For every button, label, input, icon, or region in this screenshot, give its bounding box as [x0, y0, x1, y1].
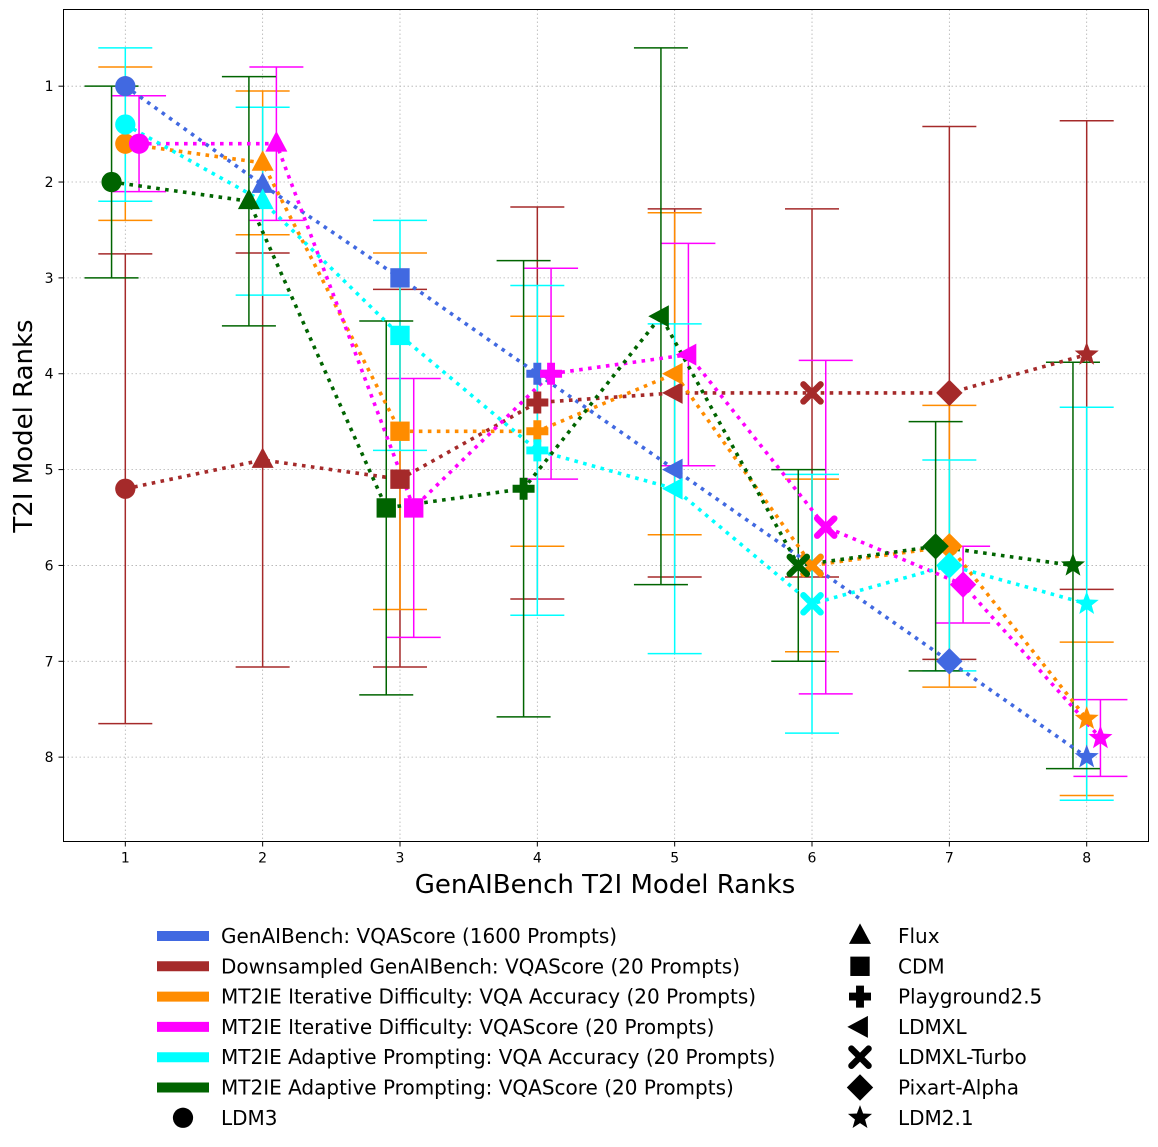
- y-tick-label: 8: [45, 750, 54, 766]
- plot-frame: [63, 9, 1149, 842]
- point-5-flux: [237, 188, 260, 210]
- legend-label: CDM: [898, 954, 945, 978]
- legend-label: MT2IE Adaptive Prompting: VQAScore (20 P…: [221, 1076, 734, 1100]
- axis-ticks: 1 2 3 4 5 6 7 8 1 2 3 4 5 6 7 8: [45, 79, 1092, 866]
- y-axis-label: T2I Model Ranks: [9, 319, 39, 533]
- point-0-ldm2.1: [1074, 744, 1099, 768]
- point-1-flux: [251, 447, 274, 468]
- point-3-ldmxl-turbo: [813, 515, 838, 539]
- point-2-pixart-alpha: [936, 533, 963, 560]
- legend-label: Flux: [898, 924, 940, 948]
- legend-marker: [848, 1045, 872, 1069]
- x-tick-label: 4: [533, 851, 542, 867]
- y-tick-label: 3: [45, 271, 54, 287]
- point-5-ldm2.1: [1060, 552, 1085, 576]
- legend-label: MT2IE Adaptive Prompting: VQA Accuracy (…: [221, 1045, 775, 1069]
- x-tick-label: 8: [1082, 851, 1091, 867]
- point-5-ldmxl: [648, 305, 669, 328]
- series-line-0: [124, 84, 1088, 759]
- x-tick-label: 6: [808, 851, 817, 867]
- point-3-ldm2.1: [1088, 725, 1113, 749]
- point-0-pixart-alpha: [936, 648, 963, 675]
- point-4-ldm3: [115, 114, 136, 135]
- point-0-flux: [251, 172, 274, 193]
- point-0-cdm: [390, 268, 410, 288]
- point-4-ldm2.1: [1074, 591, 1099, 615]
- x-tick-label: 7: [945, 851, 954, 867]
- y-tick-label: 5: [45, 463, 54, 479]
- legend: GenAIBench: VQAScore (1600 Prompts) Downs…: [157, 923, 1042, 1130]
- point-3-ldmxl: [675, 343, 697, 366]
- legend-label: GenAIBench: VQAScore (1600 Prompts): [221, 924, 617, 948]
- series-line-4: [124, 122, 1088, 606]
- legend-marker: [172, 1107, 194, 1128]
- legend-label: Downsampled GenAIBench: VQAScore (20 Pro…: [221, 954, 740, 978]
- point-1-ldmxl-turbo: [800, 381, 824, 405]
- point-1-ldmxl: [662, 381, 683, 404]
- point-1-playground2.5: [526, 391, 549, 414]
- legend-label: LDMXL-Turbo: [898, 1045, 1027, 1069]
- x-tick-label: 2: [258, 851, 267, 867]
- series-lines: [111, 84, 1102, 759]
- legend-marker: [849, 985, 871, 1008]
- y-tick-label: 7: [45, 654, 54, 670]
- y-tick-label: 6: [45, 558, 54, 574]
- legend-label: Pixart-Alpha: [898, 1076, 1019, 1100]
- legend-label: MT2IE Iterative Difficulty: VQAScore (20…: [221, 1015, 714, 1039]
- legend-label: LDM3: [221, 1106, 278, 1130]
- point-3-pixart-alpha: [949, 571, 977, 598]
- point-5-playground2.5: [512, 477, 535, 500]
- legend-label: Playground2.5: [898, 985, 1042, 1009]
- series-line-1: [124, 352, 1088, 491]
- point-1-ldm3: [115, 478, 136, 499]
- point-3-ldm3: [128, 133, 150, 154]
- x-tick-label: 5: [670, 851, 679, 867]
- point-5-ldm3: [101, 171, 122, 193]
- data-markers: [101, 76, 1113, 768]
- y-tick-label: 1: [45, 79, 54, 95]
- x-axis-label: GenAIBench T2I Model Ranks: [415, 870, 796, 900]
- point-2-flux: [251, 150, 274, 171]
- point-2-ldm2.1: [1074, 706, 1099, 730]
- point-0-ldm3: [115, 76, 136, 97]
- legend-marker: [847, 1015, 868, 1038]
- legend-label: MT2IE Iterative Difficulty: VQA Accuracy…: [221, 985, 756, 1009]
- point-0-playground2.5: [526, 362, 549, 385]
- legend-label: LDM2.1: [898, 1106, 974, 1130]
- y-tick-label: 4: [45, 367, 54, 383]
- point-1-pixart-alpha: [936, 379, 963, 407]
- point-4-cdm: [390, 325, 410, 346]
- point-1-ldm2.1: [1074, 341, 1099, 365]
- point-5-cdm: [376, 498, 396, 518]
- point-3-playground2.5: [540, 362, 563, 385]
- point-2-playground2.5: [526, 420, 549, 443]
- legend-marker: [850, 956, 870, 976]
- point-3-flux: [265, 131, 288, 152]
- legend-marker: [849, 923, 871, 944]
- point-2-cdm: [390, 421, 410, 441]
- x-tick-label: 1: [121, 851, 130, 867]
- point-5-pixart-alpha: [922, 533, 949, 560]
- series-line-5: [111, 180, 1074, 568]
- point-5-ldmxl-turbo: [786, 553, 811, 578]
- point-4-ldmxl: [662, 477, 683, 500]
- legend-label: LDMXL: [898, 1015, 968, 1039]
- point-1-cdm: [390, 469, 410, 489]
- legend-marker: [846, 1074, 874, 1101]
- y-tick-label: 2: [45, 175, 54, 191]
- legend-marker: [847, 1105, 873, 1129]
- point-4-pixart-alpha: [936, 552, 963, 579]
- point-4-ldmxl-turbo: [800, 592, 824, 616]
- point-3-cdm: [404, 498, 424, 518]
- point-2-ldmxl: [662, 362, 683, 385]
- x-tick-label: 3: [396, 851, 405, 867]
- point-0-ldmxl: [662, 458, 683, 481]
- point-4-playground2.5: [526, 439, 549, 462]
